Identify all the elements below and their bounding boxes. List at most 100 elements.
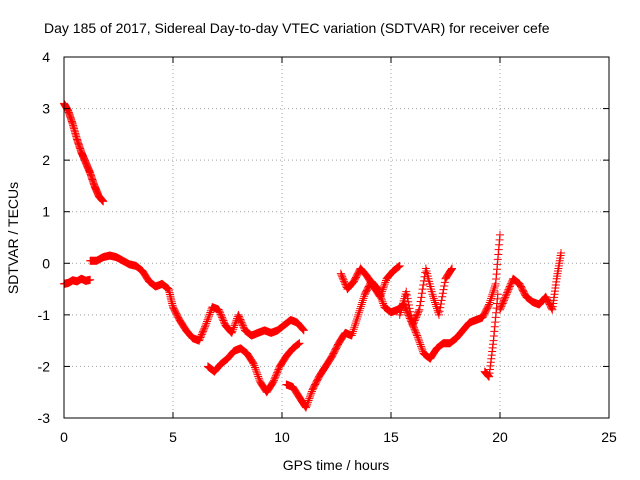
y-axis-label: SDTVAR / TECUs — [5, 182, 21, 294]
data-point — [356, 302, 365, 311]
data-point — [415, 305, 424, 314]
data-point — [487, 292, 496, 301]
data-point — [358, 298, 367, 307]
data-points — [60, 99, 566, 412]
data-point — [305, 394, 314, 403]
data-point — [415, 336, 424, 345]
data-point — [252, 368, 261, 377]
data-point — [432, 302, 441, 311]
data-point — [436, 300, 445, 309]
data-point — [306, 391, 315, 400]
data-point — [298, 324, 307, 333]
data-point — [379, 299, 388, 308]
series-seg-f — [336, 261, 404, 301]
data-point — [360, 292, 369, 301]
data-point — [299, 325, 308, 334]
data-point — [293, 340, 302, 349]
data-point — [201, 322, 210, 331]
data-point — [295, 339, 304, 348]
data-point — [490, 284, 499, 293]
y-tick-label: -2 — [38, 358, 51, 374]
data-point — [395, 261, 404, 270]
data-point — [302, 401, 311, 410]
data-point — [406, 307, 415, 316]
data-point — [304, 396, 313, 405]
data-point — [349, 327, 358, 336]
data-point — [431, 298, 440, 307]
data-point — [419, 276, 428, 285]
data-point — [299, 326, 308, 335]
data-point — [393, 263, 402, 272]
grid — [64, 57, 609, 418]
data-point — [326, 354, 335, 363]
data-point — [229, 323, 238, 332]
data-point — [227, 328, 236, 337]
data-point — [428, 290, 437, 299]
data-point — [402, 291, 411, 300]
data-point — [447, 265, 456, 274]
data-point — [230, 321, 239, 330]
series-seg-i — [496, 248, 566, 314]
data-point — [416, 297, 425, 306]
data-point — [254, 374, 263, 383]
data-point — [254, 372, 263, 381]
data-point — [436, 303, 445, 312]
y-tick-label: 0 — [42, 255, 50, 271]
y-tick-labels: -3 -2 -1 0 1 2 3 4 — [38, 49, 51, 426]
data-point — [347, 331, 356, 340]
data-point — [376, 292, 385, 301]
data-point — [359, 294, 368, 303]
data-point — [380, 281, 389, 290]
data-point — [349, 278, 358, 287]
data-point — [418, 345, 427, 354]
data-point — [415, 301, 424, 310]
y-tick-label: 2 — [42, 152, 50, 168]
data-point — [228, 327, 237, 336]
data-point — [355, 306, 364, 315]
data-point — [417, 289, 426, 298]
data-point — [354, 308, 363, 317]
data-point — [250, 361, 259, 370]
series-seg-a — [60, 99, 108, 206]
data-point — [252, 367, 261, 376]
data-point — [429, 292, 438, 301]
data-point — [253, 370, 262, 379]
data-point — [430, 296, 439, 305]
x-tick-label: 5 — [169, 429, 177, 445]
data-point — [231, 318, 240, 327]
data-point — [353, 312, 362, 321]
data-point — [417, 344, 426, 353]
plot-frame — [63, 56, 610, 419]
data-point — [350, 323, 359, 332]
y-tick-label: -3 — [38, 410, 51, 426]
data-point — [403, 294, 412, 303]
x-axis-label: GPS time / hours — [283, 457, 390, 473]
data-point — [418, 285, 427, 294]
x-tick-label: 0 — [60, 429, 68, 445]
data-point — [376, 291, 385, 300]
data-point — [557, 248, 566, 257]
data-point — [496, 230, 504, 239]
data-point — [434, 308, 443, 317]
data-point — [415, 338, 424, 347]
data-point — [485, 298, 494, 307]
series-seg-b — [60, 274, 95, 288]
data-point — [437, 296, 446, 305]
data-point — [489, 288, 498, 297]
data-point — [357, 300, 366, 309]
data-point — [417, 293, 426, 302]
data-point — [294, 340, 303, 349]
data-point — [251, 365, 260, 374]
data-point — [307, 389, 316, 398]
y-tick-label: 4 — [42, 49, 50, 65]
data-point — [348, 329, 357, 338]
data-point — [358, 296, 367, 305]
data-point — [352, 317, 361, 326]
data-point — [201, 321, 210, 330]
data-point — [294, 339, 303, 348]
data-point — [352, 314, 361, 323]
data-point — [547, 304, 556, 313]
data-point — [378, 287, 387, 296]
data-point — [493, 290, 502, 299]
